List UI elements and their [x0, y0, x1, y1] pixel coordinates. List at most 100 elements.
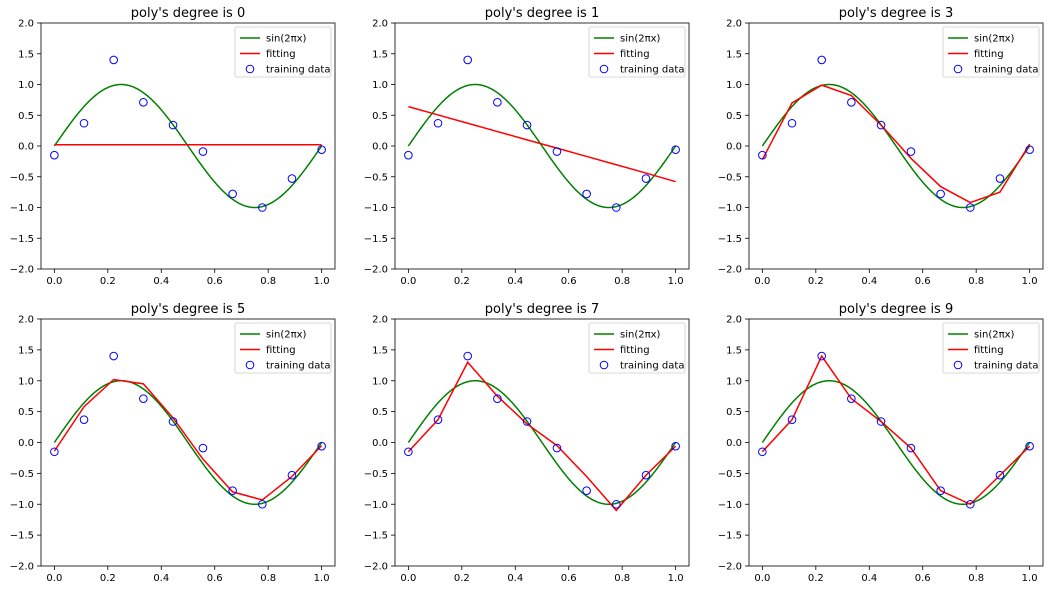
legend-box — [588, 322, 686, 374]
training-point — [168, 120, 178, 130]
training-point — [463, 55, 472, 65]
legend: sin(2πx) fitting training data — [942, 26, 1040, 78]
subplot: poly's degree is 7 0.0 0.2 0.4 0.6 0.8 1.0 2.0 1… — [364, 302, 690, 584]
plot-area — [404, 55, 680, 212]
y-tick-label: 1.5 — [18, 345, 34, 356]
x-tick-label: 0.6 — [207, 276, 223, 287]
training-point — [817, 55, 826, 65]
x-tick-label: 0.0 — [46, 276, 62, 287]
training-point — [433, 415, 443, 424]
chart-title: poly's degree is 9 — [839, 302, 953, 317]
y-tick-label: −1.5 — [10, 234, 34, 245]
legend-box — [942, 322, 1040, 374]
x-tick-label: 0.6 — [561, 276, 577, 287]
training-point — [404, 447, 413, 457]
axes-frame — [748, 22, 1044, 270]
fitting-line — [408, 105, 676, 183]
training-point — [671, 145, 680, 154]
subplot: poly's degree is 5 0.0 0.2 0.4 0.6 0.8 1.0 2.0 1… — [10, 302, 336, 584]
x-tick-label: 0.4 — [861, 573, 877, 584]
training-point — [847, 98, 856, 107]
training-point — [876, 417, 886, 426]
x-tick-label: 0.0 — [46, 573, 62, 584]
training-point — [671, 441, 680, 451]
training-point — [758, 447, 767, 457]
training-point — [787, 415, 797, 424]
chart-title: poly's degree is 0 — [131, 6, 245, 21]
y-tick-label: −1.0 — [10, 203, 34, 214]
y-tick-label: −2.0 — [718, 562, 742, 573]
axes-frame — [394, 22, 690, 270]
legend-entry-training-label: training data — [974, 361, 1038, 372]
y-tick-label: 0.5 — [372, 407, 388, 418]
y-tick-label: 1.5 — [18, 49, 34, 60]
training-point — [433, 118, 443, 128]
x-tick-label: 1.0 — [314, 276, 330, 287]
legend-entry-fitting-label: fitting — [620, 345, 650, 356]
y-tick-label: 2.0 — [372, 19, 388, 30]
true-curve-line — [761, 83, 1031, 209]
training-point — [1025, 145, 1034, 154]
chart-title: poly's degree is 1 — [485, 6, 599, 21]
subplot: poly's degree is 3 0.0 0.2 0.4 0.6 0.8 1.0 2.0 1… — [718, 6, 1044, 287]
training-point — [198, 147, 208, 156]
legend-entry-training-swatch — [953, 64, 963, 74]
y-tick-label: −0.5 — [10, 172, 34, 183]
x-tick-label: 0.0 — [400, 276, 416, 287]
training-point — [258, 499, 267, 509]
training-point — [50, 447, 59, 457]
y-tick-label: 2.0 — [18, 19, 34, 30]
legend: sin(2πx) fitting training data — [588, 322, 686, 374]
y-tick-label: 1.5 — [372, 345, 388, 356]
y-tick-label: −1.5 — [10, 531, 34, 542]
true-curve-line — [53, 83, 323, 209]
x-tick-label: 0.0 — [400, 573, 416, 584]
legend-box — [588, 26, 686, 78]
y-tick-label: −2.0 — [364, 562, 388, 573]
legend-entry-true-label: sin(2πx) — [266, 330, 307, 341]
y-tick-label: −1.5 — [718, 234, 742, 245]
legend-entry-fitting-label: fitting — [974, 49, 1004, 60]
x-tick-label: 0.8 — [260, 276, 276, 287]
x-tick-label: 1.0 — [668, 276, 684, 287]
x-tick-label: 0.2 — [454, 276, 470, 287]
y-tick-label: 1.0 — [726, 80, 742, 91]
x-tick-label: 0.0 — [754, 276, 770, 287]
y-tick-label: 0.0 — [18, 438, 34, 449]
y-tick-label: −2.0 — [718, 265, 742, 276]
training-point — [612, 203, 621, 212]
axes-frame — [40, 22, 336, 270]
legend: sin(2πx) fitting training data — [234, 26, 332, 78]
training-point — [522, 120, 532, 130]
training-point — [995, 174, 1005, 183]
legend-entry-training-label: training data — [974, 65, 1038, 76]
training-point — [936, 189, 945, 199]
training-point — [287, 174, 297, 183]
training-point — [876, 120, 886, 130]
y-tick-label: 2.0 — [18, 315, 34, 326]
legend-entry-training-swatch — [599, 360, 609, 370]
training-point — [493, 98, 502, 107]
plot-area — [758, 55, 1034, 212]
legend-entry-training-label: training data — [620, 361, 684, 372]
legend-entry-true-label: sin(2πx) — [620, 330, 661, 341]
axes-frame — [748, 318, 1044, 567]
legend-entry-fitting-label: fitting — [974, 345, 1004, 356]
fitting-line — [53, 378, 323, 501]
y-tick-label: 0.0 — [726, 438, 742, 449]
y-tick-label: 0.0 — [372, 142, 388, 153]
subplot: poly's degree is 0 0.0 0.2 0.4 0.6 0.8 1.0 2.0 1… — [10, 6, 336, 287]
training-point — [463, 351, 472, 361]
training-point — [317, 145, 326, 154]
legend-entry-fitting-label: fitting — [620, 49, 650, 60]
y-tick-label: 1.0 — [18, 80, 34, 91]
legend-box — [942, 26, 1040, 78]
training-point — [139, 394, 148, 403]
y-tick-label: −1.5 — [364, 531, 388, 542]
y-tick-label: −1.0 — [718, 500, 742, 511]
training-point — [79, 118, 89, 128]
y-tick-label: −0.5 — [364, 469, 388, 480]
training-point — [79, 415, 89, 424]
legend: sin(2πx) fitting training data — [234, 322, 332, 374]
